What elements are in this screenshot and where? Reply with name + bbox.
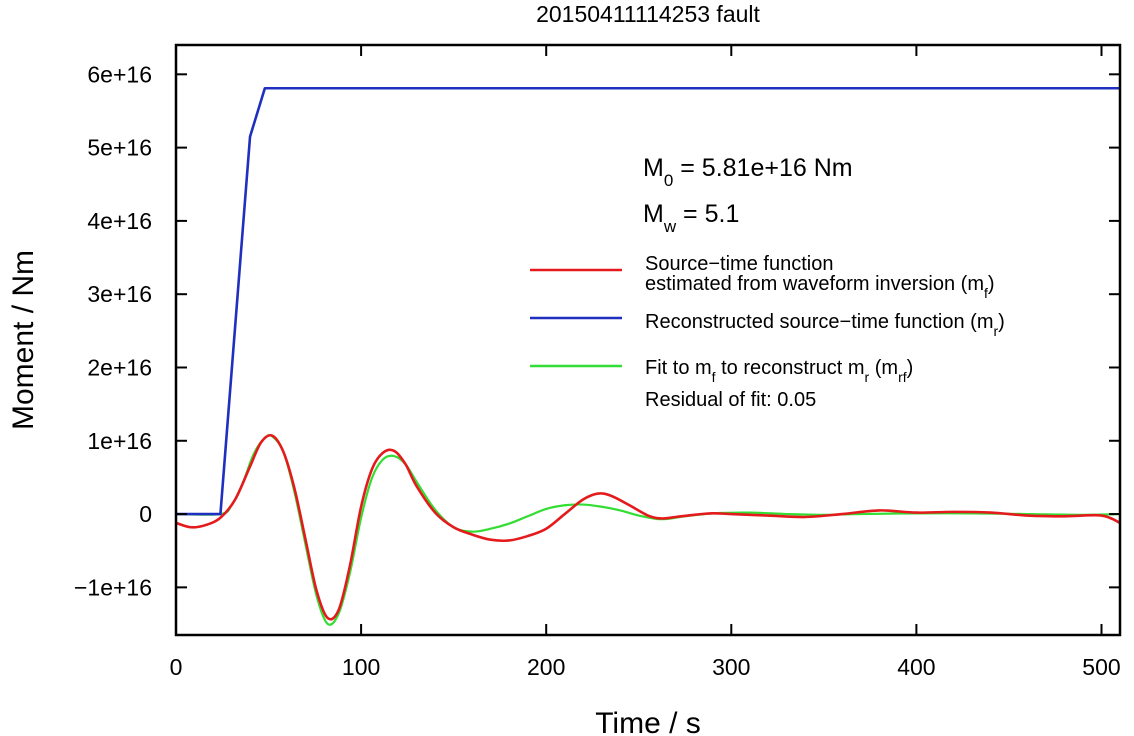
x-axis-label: Time / s — [595, 707, 701, 736]
series-line-estimated — [176, 433, 1120, 621]
y-tick-label: −1e+16 — [74, 574, 152, 600]
y-tick-label: 6e+16 — [87, 61, 152, 87]
legend-label: Source−time function — [645, 253, 833, 275]
legend-label: Fit to mf to reconstruct mr (mrf) — [645, 357, 913, 385]
x-tick-label: 400 — [897, 654, 935, 680]
legend-label: estimated from waveform inversion (mf) — [645, 273, 995, 301]
series-layer — [176, 86, 1120, 626]
series-line-reconstructed — [176, 86, 1120, 516]
x-tick-label: 300 — [712, 654, 750, 680]
y-tick-label: 0 — [139, 501, 152, 527]
chart-title: 20150411114253 fault — [536, 1, 760, 27]
plot-frame — [174, 43, 1122, 637]
residual-annotation: Residual of fit: 0.05 — [645, 389, 816, 411]
x-tick-label: 100 — [342, 654, 380, 680]
y-tick-label: 2e+16 — [87, 354, 152, 380]
axis-ticks: 0 100 200 300 400 500 −1e+16 0 1e+16 2e+16 3e+16 4e… — [74, 45, 1121, 680]
y-tick-label: 5e+16 — [87, 135, 152, 161]
annotation-layer: M0 = 5.81e+16 Nm Mw = 5.1 Residual of fit:… — [643, 154, 853, 411]
x-tick-label: 200 — [527, 654, 565, 680]
seismic-moment-annotation: M0 = 5.81e+16 Nm — [643, 154, 853, 190]
x-tick-label: 500 — [1082, 654, 1120, 680]
y-axis-label: Moment / Nm — [7, 250, 40, 430]
moment-magnitude-annotation: Mw = 5.1 — [643, 200, 739, 236]
y-tick-label: 1e+16 — [87, 428, 152, 454]
y-tick-label: 3e+16 — [87, 281, 152, 307]
y-tick-label: 4e+16 — [87, 208, 152, 234]
legend-label: Reconstructed source−time function (mr) — [645, 311, 1005, 339]
x-tick-label: 0 — [170, 654, 183, 680]
